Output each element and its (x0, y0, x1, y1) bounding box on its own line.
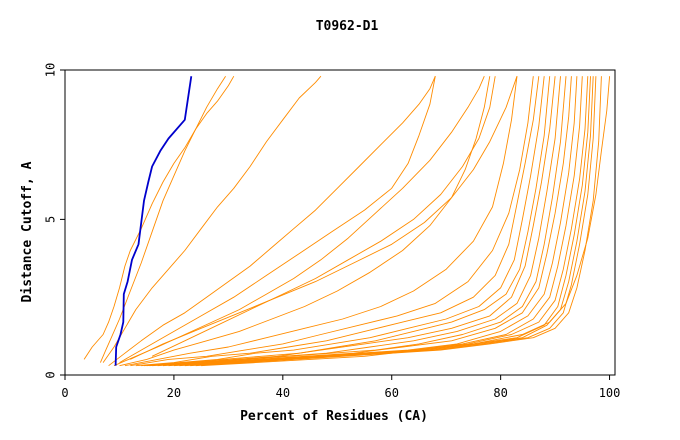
series-line-11 (143, 76, 551, 367)
series-line-25 (119, 76, 436, 363)
x-tick-label: 40 (276, 386, 290, 400)
plot-frame (64, 69, 616, 376)
series-line-26 (151, 76, 496, 357)
x-tick-label: 80 (493, 386, 507, 400)
x-tick-label: 100 (599, 386, 621, 400)
series-line-14 (152, 76, 567, 367)
series-line-18 (173, 76, 589, 367)
series-layer (83, 75, 611, 367)
series-line-21 (190, 76, 597, 367)
y-tick-label: 10 (44, 63, 58, 77)
series-line-22 (195, 76, 602, 367)
series-line-20 (184, 76, 594, 367)
chart-title: T0962-D1 (316, 19, 379, 34)
x-tick-label: 60 (385, 386, 399, 400)
series-line-2 (99, 75, 226, 363)
series-line-6 (119, 76, 491, 367)
y-axis-label: Distance Cutoff, A (20, 161, 35, 302)
y-tick-label: 0 (44, 371, 58, 378)
x-axis-label: Percent of Residues (CA) (240, 409, 428, 424)
series-line-9 (135, 76, 540, 367)
series-line-1 (83, 75, 235, 360)
series-line-24 (130, 76, 518, 360)
series-line-7 (124, 76, 518, 367)
series-line-5 (113, 76, 485, 367)
y-tick-label: 5 (44, 216, 58, 223)
series-line-10 (141, 76, 545, 367)
series-line-4 (108, 76, 436, 367)
series-line-19 (179, 76, 591, 367)
highlight-series-line (114, 76, 193, 366)
series-line-15 (157, 76, 572, 367)
series-line-3 (102, 75, 322, 363)
x-tick-label: 20 (167, 386, 181, 400)
series-line-23 (201, 76, 611, 367)
series-line-8 (130, 76, 534, 367)
x-axis-ticks: 0 20 40 60 80 100 (61, 375, 620, 400)
series-line-12 (146, 76, 556, 367)
series-line-17 (168, 76, 583, 367)
y-axis-ticks: 0 5 10 (44, 63, 65, 379)
x-tick-label: 0 (61, 386, 68, 400)
